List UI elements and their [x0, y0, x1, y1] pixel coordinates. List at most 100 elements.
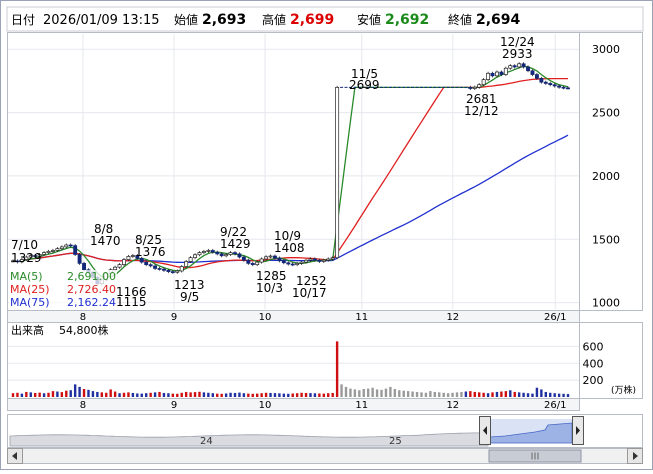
volume-bar — [264, 392, 268, 397]
volume-bar — [313, 393, 317, 397]
header-bar — [6, 6, 644, 32]
high-value: 2,699 — [290, 12, 334, 28]
candle — [188, 256, 193, 263]
annotation-date: 8/8 — [94, 222, 113, 236]
candle — [166, 268, 171, 274]
annotation-value: 1429 — [220, 237, 251, 251]
annotation-value: 1213 — [174, 278, 205, 292]
candle — [55, 247, 60, 252]
candle — [277, 256, 282, 263]
volume-bar — [353, 389, 357, 397]
volume-bar — [358, 390, 361, 397]
annotation-value: 1285 — [256, 269, 287, 283]
candle — [126, 254, 131, 262]
volume-bar — [438, 392, 441, 397]
volume-bar — [393, 388, 397, 397]
volume-bar — [482, 392, 485, 397]
candle — [295, 261, 300, 267]
candle — [82, 261, 86, 272]
volume-bar — [362, 388, 365, 397]
scroll-left-button[interactable] — [7, 448, 23, 464]
volume-bar — [25, 391, 28, 397]
candle — [477, 83, 482, 89]
volume-axis-panel — [579, 322, 643, 399]
legend-label: MA(25) — [10, 283, 50, 296]
volume-bar — [540, 389, 543, 397]
volume-bar — [371, 387, 374, 397]
navigator-right-handle[interactable] — [572, 416, 584, 445]
candle — [273, 254, 277, 260]
candle — [219, 252, 224, 258]
x-tick-label: 9 — [171, 400, 177, 411]
navigator-left-handle[interactable] — [479, 416, 491, 445]
volume-bar — [398, 390, 401, 397]
volume-bar — [309, 393, 312, 397]
volume-bar — [424, 392, 428, 397]
candle — [153, 264, 158, 270]
volume-bar — [29, 392, 32, 397]
candle — [486, 71, 491, 82]
volume-bar — [60, 392, 64, 397]
legend-label: MA(5) — [10, 270, 43, 283]
close-value: 2,694 — [476, 12, 521, 28]
volume-value: 54,800株 — [59, 323, 109, 337]
volume-bar — [238, 392, 241, 397]
volume-bar — [295, 393, 299, 397]
volume-bar — [207, 392, 210, 397]
volume-bar — [460, 391, 463, 397]
candle — [517, 62, 522, 69]
volume-bar — [158, 391, 161, 397]
candle — [290, 262, 295, 267]
volume-bar — [184, 391, 188, 397]
volume-bar — [478, 392, 481, 397]
volume-bar — [406, 391, 410, 397]
volume-bar — [367, 388, 370, 397]
volume-bar — [82, 388, 86, 397]
volume-bar — [513, 391, 516, 397]
price-tick-label: 3000 — [592, 43, 620, 56]
candle — [472, 85, 477, 91]
volume-bar — [34, 392, 37, 397]
volume-bar — [335, 341, 339, 397]
x-tick-label: 10 — [259, 312, 272, 323]
candle — [117, 263, 122, 269]
volume-bar — [451, 392, 454, 397]
datetime-value: 2026/01/09 13:15 — [43, 13, 160, 28]
navigator-selection[interactable] — [490, 419, 573, 443]
x-tick-label: 11 — [355, 312, 368, 323]
volume-bar — [291, 393, 294, 397]
legend-value: 2,726.40 — [67, 283, 116, 296]
price-axis-ticks: 1000 1500 2000 2500 3000 — [592, 43, 620, 309]
candle — [233, 251, 237, 256]
volume-bar — [553, 393, 556, 397]
volume-bar — [131, 392, 135, 397]
candle — [73, 244, 78, 257]
volume-bar — [473, 391, 476, 397]
volume-bar — [327, 393, 330, 397]
candle — [508, 64, 513, 70]
volume-bar — [198, 391, 201, 397]
volume-bar — [162, 392, 166, 397]
volume-bar — [51, 391, 55, 397]
open-value: 2,693 — [202, 12, 246, 28]
volume-bar — [464, 391, 468, 397]
candle — [264, 255, 269, 261]
ma-legend: MA(5) 2,691.00 MA(25) 2,726.40 MA(75) 2,162.2… — [9, 270, 117, 309]
candle — [512, 64, 517, 69]
legend-label: MA(75) — [10, 296, 50, 309]
volume-bar — [433, 391, 436, 397]
candle — [15, 259, 20, 264]
candle — [162, 267, 166, 272]
annotation-value: 1408 — [274, 241, 305, 255]
volume-bar — [455, 392, 459, 397]
candle — [499, 70, 504, 77]
volume-bar — [118, 393, 121, 397]
volume-bar — [375, 389, 379, 397]
scroll-right-button[interactable] — [627, 448, 643, 464]
candle — [259, 257, 264, 264]
volume-axis-ticks: 200 400 600 — [583, 340, 604, 387]
volume-bar — [224, 393, 228, 397]
volume-bar — [20, 393, 24, 397]
arrow-right-icon — [633, 452, 638, 460]
